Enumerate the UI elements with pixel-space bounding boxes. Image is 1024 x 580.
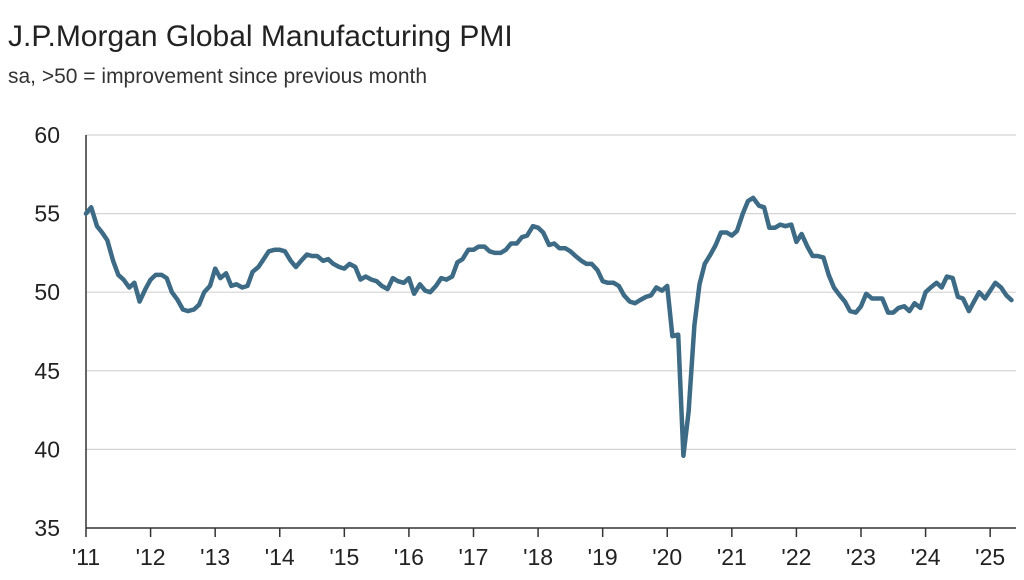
x-tick-label-2019: '19 — [588, 544, 618, 570]
y-tick-label-35: 35 — [34, 515, 60, 541]
x-tick-label-2021: '21 — [717, 544, 747, 570]
y-tick-label-55: 55 — [34, 201, 60, 227]
chart-title: J.P.Morgan Global Manufacturing PMI — [8, 20, 513, 53]
x-tick-label-2025: '25 — [975, 544, 1005, 570]
x-tick-label-2015: '15 — [329, 544, 359, 570]
x-tick-label-2013: '13 — [200, 544, 230, 570]
x-axis: '11 '12 '13 '14 '15 '16 '17 '18 '19 '20 '21 '22 '23 '… — [72, 527, 1016, 570]
x-tick-label-2018: '18 — [523, 544, 553, 570]
y-axis: 35 40 45 50 55 60 — [34, 122, 87, 541]
series-group — [83, 195, 1014, 458]
y-tick-label-45: 45 — [34, 358, 60, 384]
x-tick-label-2016: '16 — [394, 544, 424, 570]
x-tick-label-2017: '17 — [459, 544, 489, 570]
x-tick-label-2012: '12 — [136, 544, 166, 570]
x-tick-label-2011: '11 — [72, 544, 100, 570]
x-tick-label-2023: '23 — [846, 544, 876, 570]
x-tick-label-2020: '20 — [652, 544, 682, 570]
y-tick-label-40: 40 — [34, 436, 60, 462]
x-tick-label-2014: '14 — [265, 544, 295, 570]
series-line-0 — [83, 195, 1014, 458]
x-tick-label-2024: '24 — [911, 544, 941, 570]
chart-subtitle: sa, >50 = improvement since previous mon… — [8, 65, 428, 88]
gridlines — [86, 134, 1016, 450]
y-tick-label-50: 50 — [34, 279, 60, 305]
x-tick-label-2022: '22 — [781, 544, 811, 570]
y-tick-label-60: 60 — [34, 122, 60, 148]
